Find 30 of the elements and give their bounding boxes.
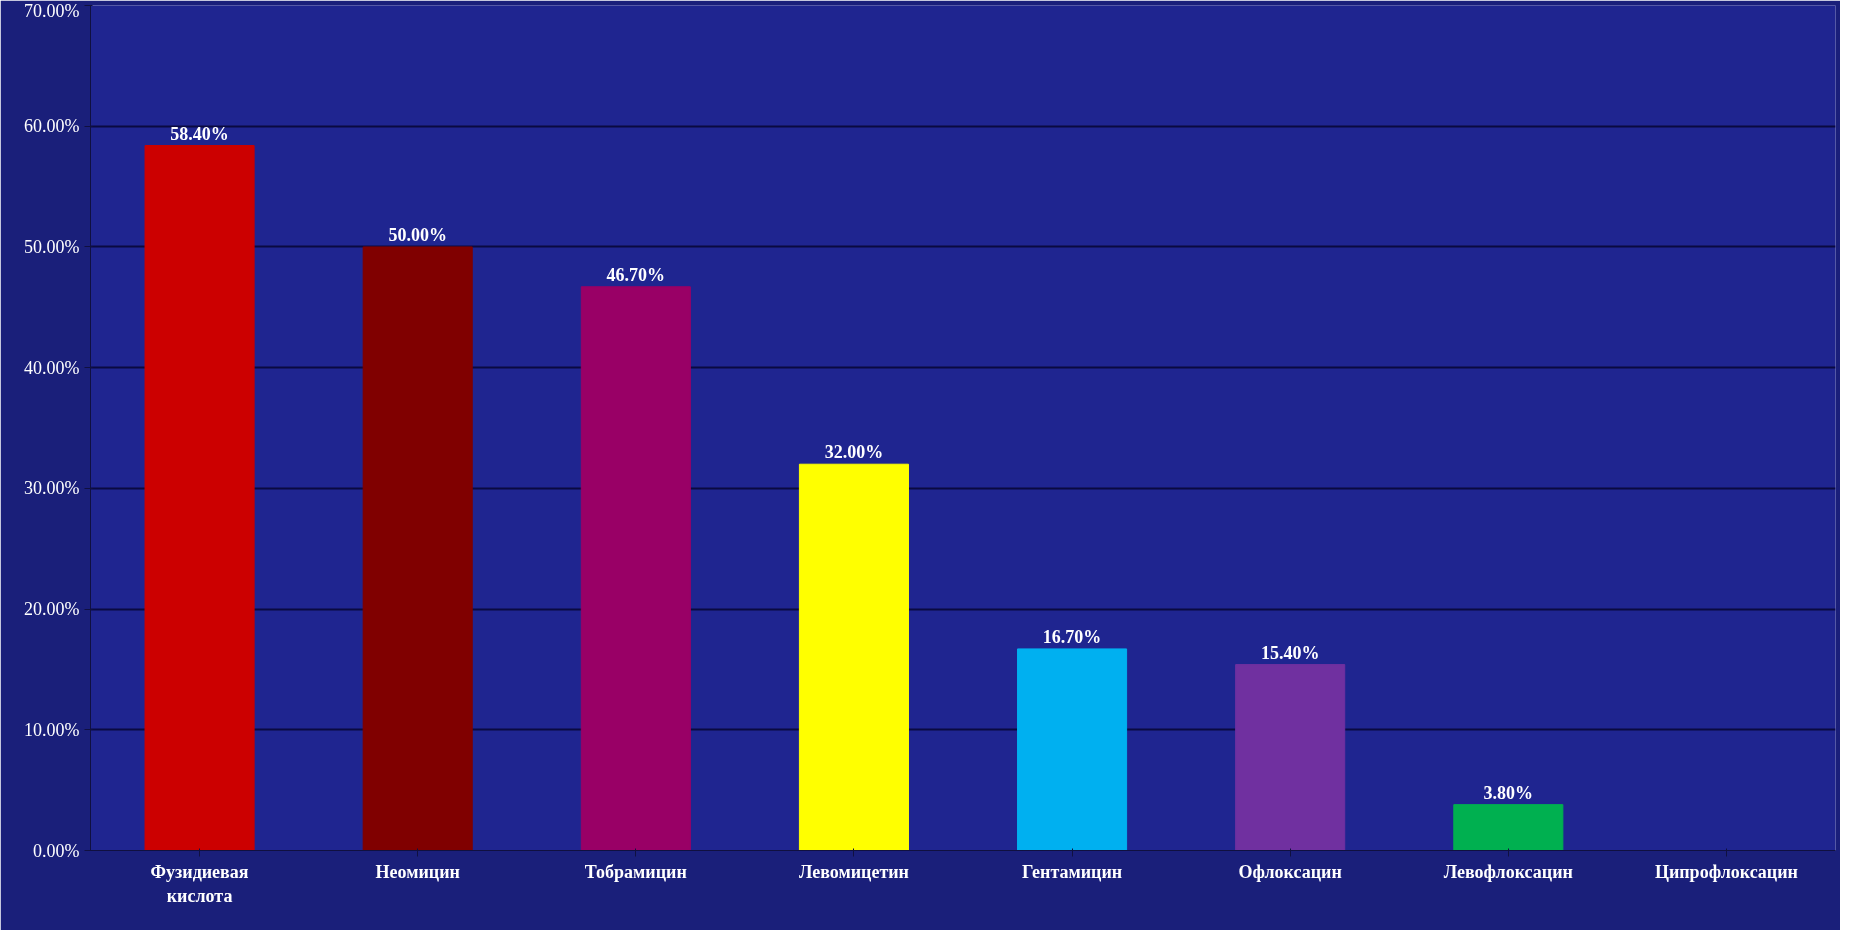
- x-tick-label: Фузидиевая кислота: [150, 861, 249, 906]
- bar: [1235, 664, 1346, 851]
- data-label: 58.40%: [170, 123, 229, 144]
- x-tick-label: Офлоксацин: [1238, 861, 1342, 882]
- data-label: 46.70%: [606, 264, 666, 285]
- y-tick-label: 30.00%: [24, 478, 80, 499]
- y-tick-label: 40.00%: [24, 357, 80, 378]
- y-tick-label: 10.00%: [24, 719, 80, 740]
- data-label: 32.00%: [824, 442, 884, 463]
- x-tick-label: Ципрофлоксацин: [1654, 861, 1798, 882]
- bar: [580, 286, 691, 851]
- y-tick-label: 50.00%: [24, 236, 80, 257]
- y-tick-label: 70.00%: [24, 0, 80, 21]
- x-tick-label: Неомицин: [375, 861, 460, 882]
- data-label: 3.80%: [1483, 782, 1534, 803]
- bar: [144, 145, 255, 851]
- bar: [798, 463, 909, 851]
- x-tick-label: Левофлоксацин: [1443, 861, 1573, 882]
- data-label: 15.40%: [1260, 642, 1320, 663]
- bar: [362, 246, 473, 851]
- x-tick-label: Гентамицин: [1021, 861, 1123, 882]
- data-label: 50.00%: [388, 224, 447, 245]
- data-label: 16.70%: [1042, 626, 1102, 647]
- bar: [1017, 648, 1128, 851]
- y-tick-label: 60.00%: [24, 116, 80, 137]
- y-tick-label: 0.00%: [33, 840, 80, 861]
- bar: [1453, 804, 1564, 851]
- y-tick-label: 20.00%: [24, 599, 80, 620]
- x-tick-label: Левомицетин: [798, 861, 909, 882]
- x-tick-label: Тобрамицин: [584, 861, 687, 882]
